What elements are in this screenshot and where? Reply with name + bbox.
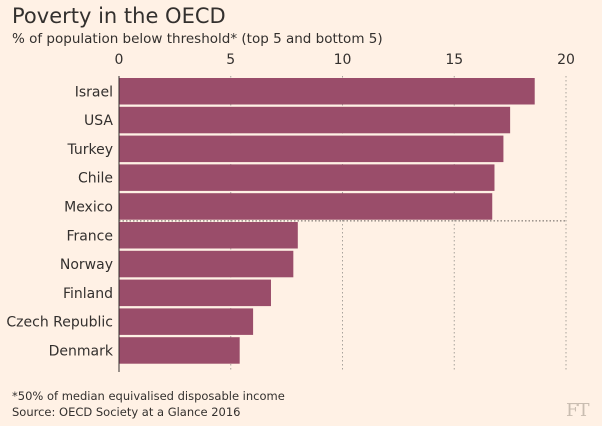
bar-czech-republic bbox=[119, 308, 254, 335]
category-label-czech-republic: Czech Republic bbox=[6, 315, 113, 331]
bar-france bbox=[119, 222, 298, 249]
bar-finland bbox=[119, 279, 271, 307]
bar-turkey bbox=[119, 135, 504, 163]
bar-israel bbox=[119, 78, 535, 105]
x-tick-label-0: 0 bbox=[115, 52, 124, 68]
chart-title: Poverty in the OECD bbox=[12, 4, 226, 28]
ft-logo: FT bbox=[566, 400, 589, 421]
chart-subtitle: % of population below threshold* (top 5 … bbox=[12, 31, 383, 47]
category-label-usa: USA bbox=[84, 113, 113, 129]
category-label-denmark: Denmark bbox=[49, 343, 114, 359]
bar-chile bbox=[119, 164, 495, 191]
bar-norway bbox=[119, 250, 294, 278]
category-label-norway: Norway bbox=[60, 257, 113, 273]
category-label-mexico: Mexico bbox=[64, 199, 113, 215]
chart-source: Source: OECD Society at a Glance 2016 bbox=[12, 405, 241, 419]
bar-mexico bbox=[119, 193, 493, 220]
x-tick-label-15: 15 bbox=[445, 52, 463, 68]
category-label-france: France bbox=[66, 228, 113, 244]
category-label-chile: Chile bbox=[78, 171, 113, 187]
x-tick-label-5: 5 bbox=[226, 52, 235, 68]
category-label-israel: Israel bbox=[75, 84, 113, 100]
bar-denmark bbox=[119, 337, 240, 364]
category-label-finland: Finland bbox=[63, 286, 113, 302]
bar-usa bbox=[119, 106, 511, 134]
chart-footnote: *50% of median equivalised disposable in… bbox=[12, 389, 285, 403]
x-tick-label-20: 20 bbox=[557, 52, 575, 68]
category-label-turkey: Turkey bbox=[66, 142, 113, 158]
x-tick-label-10: 10 bbox=[334, 52, 352, 68]
